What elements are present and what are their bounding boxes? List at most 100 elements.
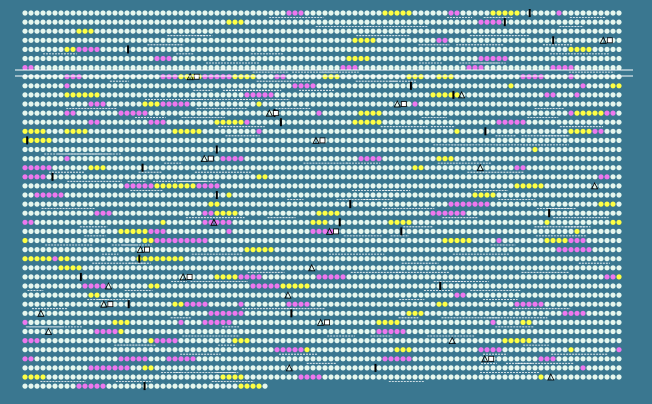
dot xyxy=(220,101,226,107)
dot xyxy=(76,201,82,207)
dot xyxy=(598,183,604,189)
dot xyxy=(478,19,484,25)
dot xyxy=(28,110,34,116)
dot xyxy=(304,46,310,53)
dot xyxy=(268,365,274,371)
dot xyxy=(226,55,232,62)
dot xyxy=(196,347,202,353)
dot xyxy=(124,137,130,143)
dot xyxy=(538,28,544,34)
dot xyxy=(316,256,322,262)
dot xyxy=(172,110,178,116)
dot xyxy=(454,374,460,380)
dot xyxy=(202,347,208,353)
dot xyxy=(280,265,286,271)
dot xyxy=(466,65,472,71)
dot xyxy=(316,201,322,207)
dot xyxy=(244,328,250,335)
dot xyxy=(352,292,358,298)
dot xyxy=(28,228,34,234)
dot xyxy=(322,174,328,180)
dot xyxy=(124,374,130,380)
dot xyxy=(256,46,262,53)
dot xyxy=(382,247,388,253)
dot xyxy=(364,37,370,43)
dot xyxy=(430,247,436,253)
triangle-mark xyxy=(37,309,45,317)
dot xyxy=(466,156,472,162)
dot xyxy=(298,10,304,16)
dot xyxy=(52,319,58,325)
dot xyxy=(478,119,484,125)
dot xyxy=(226,83,232,89)
dot xyxy=(472,37,478,43)
dot xyxy=(430,10,436,16)
dot xyxy=(592,101,598,107)
dot xyxy=(586,265,592,271)
dot xyxy=(310,256,316,262)
dot xyxy=(466,347,472,353)
dot xyxy=(40,19,46,25)
dot xyxy=(430,74,436,80)
dot xyxy=(496,137,502,143)
dot xyxy=(364,83,370,89)
dot xyxy=(58,228,64,234)
dot xyxy=(400,183,406,189)
dot xyxy=(454,210,460,216)
dot xyxy=(520,55,526,62)
dot xyxy=(184,192,190,198)
dot xyxy=(490,292,496,298)
dot xyxy=(172,219,178,225)
dot xyxy=(130,356,136,362)
dot xyxy=(226,274,232,280)
dot xyxy=(616,37,622,43)
dot xyxy=(466,174,472,180)
dot xyxy=(262,237,268,244)
dot xyxy=(580,37,586,43)
dot xyxy=(160,356,166,362)
dot xyxy=(166,365,172,371)
dot xyxy=(298,65,304,71)
dot xyxy=(568,146,574,153)
dot xyxy=(388,146,394,153)
dot xyxy=(394,237,400,244)
dot xyxy=(322,19,328,25)
dot xyxy=(394,165,400,171)
dot xyxy=(406,110,412,116)
dot xyxy=(502,292,508,298)
dot xyxy=(484,319,490,325)
dot xyxy=(460,137,466,143)
dot xyxy=(382,83,388,89)
dot xyxy=(226,92,232,98)
dot xyxy=(268,146,274,153)
dot xyxy=(268,292,274,298)
dot xyxy=(526,310,532,316)
dot xyxy=(568,156,574,162)
dot xyxy=(604,237,610,244)
dot xyxy=(112,301,118,307)
dot xyxy=(298,201,304,207)
dot xyxy=(130,156,136,162)
dot xyxy=(412,183,418,189)
dot xyxy=(184,10,190,16)
dot xyxy=(472,283,478,289)
dot xyxy=(328,183,334,189)
dot xyxy=(34,28,40,34)
dot xyxy=(328,201,334,207)
dot xyxy=(286,46,292,53)
dot xyxy=(148,374,154,380)
dot xyxy=(340,156,346,162)
square-mark xyxy=(324,319,330,326)
dot xyxy=(370,219,376,225)
dot xyxy=(460,74,466,80)
dot xyxy=(598,110,604,116)
dot xyxy=(22,292,28,298)
dot xyxy=(250,228,256,234)
dot xyxy=(286,265,292,271)
dot xyxy=(46,146,52,153)
dot xyxy=(292,274,298,280)
dot xyxy=(388,356,394,362)
dot xyxy=(214,237,220,244)
dot xyxy=(352,338,358,344)
dot xyxy=(88,356,94,362)
